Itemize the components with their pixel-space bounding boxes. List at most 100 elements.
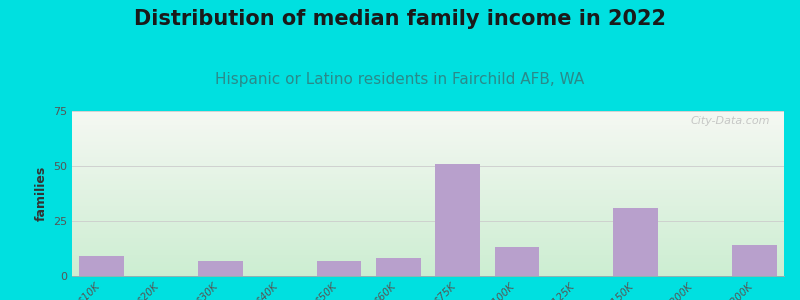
Bar <box>72 242 784 243</box>
Bar <box>72 232 784 233</box>
Bar <box>72 230 784 231</box>
Bar <box>72 159 784 160</box>
Bar <box>72 185 784 186</box>
Bar <box>72 244 784 245</box>
Bar <box>72 196 784 197</box>
Bar <box>72 113 784 114</box>
Bar <box>72 114 784 115</box>
Bar <box>72 111 784 112</box>
Bar <box>72 246 784 247</box>
Bar <box>72 131 784 132</box>
Bar <box>72 186 784 187</box>
Bar <box>72 187 784 188</box>
Bar <box>72 179 784 180</box>
Bar <box>72 228 784 229</box>
Bar <box>72 175 784 176</box>
Bar <box>72 221 784 222</box>
Bar <box>72 140 784 141</box>
Bar <box>72 241 784 242</box>
Bar <box>72 158 784 159</box>
Bar <box>72 157 784 158</box>
Bar <box>72 245 784 246</box>
Bar <box>435 164 480 276</box>
Bar <box>72 198 784 199</box>
Bar <box>614 208 658 276</box>
Bar <box>72 213 784 214</box>
Bar <box>72 112 784 113</box>
Bar <box>72 193 784 194</box>
Bar <box>72 166 784 167</box>
Bar <box>72 194 784 195</box>
Bar <box>72 148 784 149</box>
Bar <box>72 229 784 230</box>
Bar <box>72 220 784 221</box>
Bar <box>72 210 784 211</box>
Bar <box>72 270 784 271</box>
Bar <box>72 141 784 142</box>
Bar <box>72 264 784 265</box>
Bar <box>72 142 784 143</box>
Text: City-Data.com: City-Data.com <box>690 116 770 126</box>
Bar <box>72 215 784 216</box>
Bar <box>72 151 784 152</box>
Bar <box>72 216 784 217</box>
Bar <box>72 116 784 117</box>
Bar <box>72 207 784 208</box>
Bar <box>494 248 539 276</box>
Bar <box>72 209 784 210</box>
Bar <box>72 154 784 155</box>
Bar <box>72 217 784 218</box>
Bar <box>72 152 784 153</box>
Bar <box>198 261 242 276</box>
Bar <box>72 125 784 126</box>
Bar <box>72 249 784 250</box>
Bar <box>72 118 784 119</box>
Bar <box>72 219 784 220</box>
Bar <box>72 265 784 266</box>
Bar <box>72 122 784 123</box>
Bar <box>72 164 784 165</box>
Bar <box>72 177 784 178</box>
Bar <box>72 176 784 177</box>
Bar <box>72 184 784 185</box>
Bar <box>72 272 784 273</box>
Bar <box>72 214 784 215</box>
Bar <box>72 143 784 144</box>
Bar <box>72 183 784 184</box>
Bar <box>72 182 784 183</box>
Bar <box>72 205 784 206</box>
Bar <box>732 245 777 276</box>
Bar <box>72 181 784 182</box>
Bar <box>72 156 784 157</box>
Bar <box>72 260 784 261</box>
Bar <box>72 129 784 130</box>
Bar <box>72 275 784 276</box>
Bar <box>72 160 784 161</box>
Bar <box>72 269 784 270</box>
Bar <box>72 145 784 146</box>
Bar <box>72 174 784 175</box>
Bar <box>72 149 784 150</box>
Bar <box>72 274 784 275</box>
Bar <box>72 200 784 201</box>
Bar <box>72 211 784 212</box>
Bar <box>72 266 784 267</box>
Bar <box>72 169 784 170</box>
Bar <box>72 153 784 154</box>
Bar <box>72 133 784 134</box>
Bar <box>72 204 784 205</box>
Bar <box>72 263 784 264</box>
Bar <box>72 168 784 169</box>
Bar <box>72 165 784 166</box>
Bar <box>72 189 784 190</box>
Bar <box>72 261 784 262</box>
Bar <box>72 172 784 173</box>
Bar <box>72 130 784 131</box>
Bar <box>72 191 784 192</box>
Bar <box>72 173 784 174</box>
Bar <box>72 253 784 254</box>
Bar <box>72 258 784 259</box>
Bar <box>72 235 784 236</box>
Bar <box>72 161 784 162</box>
Bar <box>72 127 784 128</box>
